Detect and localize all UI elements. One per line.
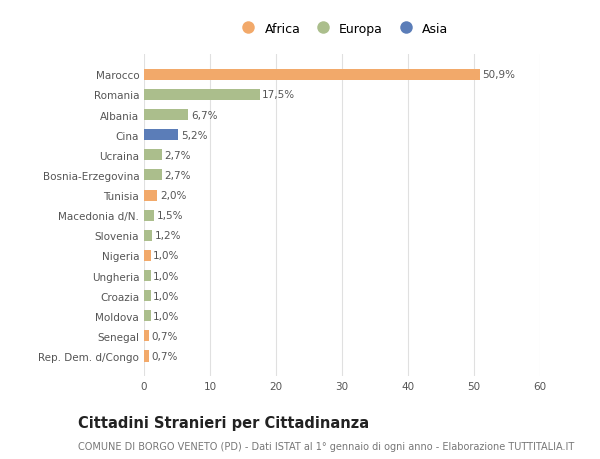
Bar: [144, 170, 162, 181]
Text: 50,9%: 50,9%: [482, 70, 515, 80]
Text: 6,7%: 6,7%: [191, 110, 217, 120]
Bar: [144, 210, 154, 221]
Bar: [144, 70, 480, 81]
Text: 2,7%: 2,7%: [164, 171, 191, 180]
Bar: [144, 190, 157, 201]
Text: 1,0%: 1,0%: [153, 291, 179, 301]
Bar: [144, 250, 151, 262]
Text: 5,2%: 5,2%: [181, 130, 208, 140]
Bar: [144, 130, 178, 141]
Bar: [144, 110, 188, 121]
Text: 1,2%: 1,2%: [155, 231, 181, 241]
Text: 17,5%: 17,5%: [262, 90, 295, 100]
Bar: [144, 330, 149, 341]
Legend: Africa, Europa, Asia: Africa, Europa, Asia: [236, 23, 448, 36]
Bar: [144, 291, 151, 302]
Text: 2,0%: 2,0%: [160, 190, 186, 201]
Bar: [144, 270, 151, 281]
Text: Cittadini Stranieri per Cittadinanza: Cittadini Stranieri per Cittadinanza: [78, 415, 369, 431]
Bar: [144, 230, 152, 241]
Text: 1,5%: 1,5%: [157, 211, 183, 221]
Text: 0,7%: 0,7%: [151, 351, 178, 361]
Bar: [144, 311, 151, 322]
Text: COMUNE DI BORGO VENETO (PD) - Dati ISTAT al 1° gennaio di ogni anno - Elaborazio: COMUNE DI BORGO VENETO (PD) - Dati ISTAT…: [78, 441, 574, 451]
Bar: [144, 150, 162, 161]
Text: 0,7%: 0,7%: [151, 331, 178, 341]
Text: 1,0%: 1,0%: [153, 251, 179, 261]
Text: 1,0%: 1,0%: [153, 311, 179, 321]
Text: 1,0%: 1,0%: [153, 271, 179, 281]
Bar: [144, 90, 260, 101]
Text: 2,7%: 2,7%: [164, 151, 191, 161]
Bar: [144, 351, 149, 362]
